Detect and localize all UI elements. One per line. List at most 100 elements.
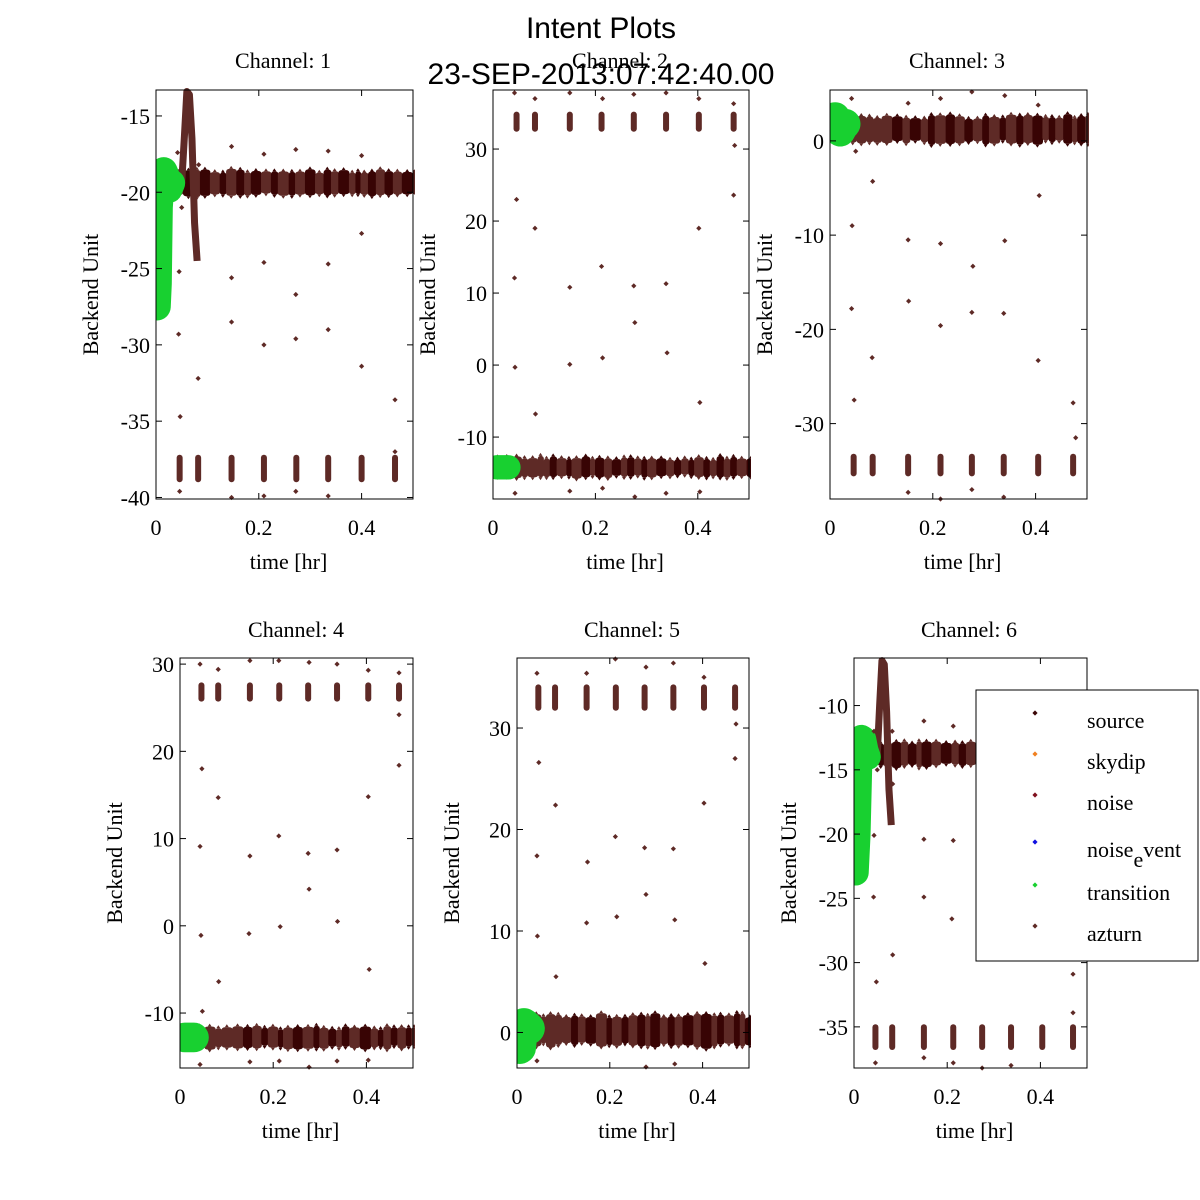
azturn-cluster [869,453,876,477]
band-spike [1035,112,1040,116]
band-spike [332,194,337,198]
band-spike [630,1012,635,1016]
azturn-cluster [552,684,559,711]
band-spike [867,113,872,117]
band-spike [399,1024,404,1028]
band-stripe-azturn [620,457,628,478]
legend-items: sourceskydipnoisenoiseeventtransitionazt… [1032,708,1181,946]
x-axis-label: time [hr] [250,549,328,574]
outlier-point [672,1061,678,1067]
x-axis-label: time [hr] [262,1118,340,1143]
outlier-point [392,449,398,455]
band-spike [544,477,549,481]
outlier-point [612,834,618,840]
azturn-cluster [850,453,857,477]
band-stripe-azturn [659,1016,669,1045]
band-stripe-source [940,743,953,764]
y-tick-label: 0 [476,353,487,378]
band-spike [724,477,729,481]
band-spike [902,765,907,769]
band-spike [566,455,571,459]
band-spike [734,1046,739,1050]
band-spike [975,115,980,119]
band-spike [224,1024,229,1028]
band-spike [341,194,346,198]
outlier-point [1002,238,1008,244]
outlier-point [643,664,649,670]
band-spike [599,1010,604,1014]
x-tick-label: 0.2 [919,515,947,540]
x-tick-label: 0.4 [353,1084,381,1109]
band-spike [1079,143,1084,147]
figure-subtitle-timestamp: 23-SEP-2013:07:42:40.00 [428,58,775,91]
outlier-point [890,952,896,958]
band-stripe-source [909,118,922,141]
outlier-point [632,494,638,500]
band-stripe-source [384,171,394,196]
band-stripe-azturn [282,1027,294,1050]
plot-area [156,88,415,501]
x-axis-label: time [hr] [586,549,664,574]
band-spike [960,740,965,744]
legend-label: azturn [1087,921,1142,946]
band-spike [362,169,367,173]
x-tick-label: 0.2 [245,515,273,540]
outlier-point [599,96,606,102]
band-stripe-azturn [397,1027,407,1049]
subplot-channel-5: 0 0.2 0.4 0 10 20 30 Channel: 5 time [hr] Backend… [439,617,751,1143]
outlier-point [937,95,944,102]
outlier-point [359,363,365,369]
band-spike [696,476,701,480]
outlier-point [672,917,678,923]
azturn-cluster [937,453,944,477]
band-spike [938,143,943,147]
band-spike [1035,144,1040,148]
band-stripe-source [521,458,529,478]
band-stripe-source [650,1013,661,1048]
band-spike [245,195,250,199]
band-spike [330,1046,335,1050]
outlier-point [614,914,620,920]
y-tick-label: -25 [121,257,150,282]
band-spike [220,169,225,173]
y-tick-label: -10 [458,425,487,450]
band-spike [953,764,958,768]
band-stripe-azturn [302,1026,315,1049]
band-spike [253,194,258,198]
y-tick-label: -40 [121,485,150,510]
transition-series [854,724,881,886]
azturn-excursion-trace [178,88,201,262]
band-spike [530,477,535,481]
band-spike [207,1049,212,1053]
outlier-point [937,241,944,247]
band-stripe-azturn [215,1028,223,1048]
band-stripe-source [717,1014,725,1045]
outlier-point [584,670,590,676]
band-spike [262,1024,267,1028]
azturn-clusters [850,453,1077,477]
band-spike [645,1012,650,1016]
y-tick-label: -35 [819,1015,848,1040]
outlier-point [567,90,573,96]
y-axis-label: Backend Unit [78,234,103,356]
band-stripe-source [688,459,695,477]
band-spike [406,1046,411,1050]
outlier-point [848,95,855,102]
band-spike [564,1043,569,1047]
plot-area [517,656,751,1070]
band-spike [355,168,360,172]
band-spike [514,478,519,482]
y-tick-label: -20 [819,822,848,847]
band-stripe-source [656,458,667,477]
azturn-cluster [305,682,312,702]
outlier-point [599,355,606,361]
band-stripe-azturn [674,1016,684,1046]
subplot-grid: 0 0.2 0.4 -40 -35 -30 -25 -20 -15 Channel: 1 time … [78,48,1089,1143]
band-stripe-source [733,1013,741,1047]
band-stripe-source [359,1026,372,1050]
x-tick-label: 0.4 [1022,515,1050,540]
band-spike [653,1010,658,1014]
legend-label-main: noise [1087,790,1133,815]
outlier-point [366,966,372,973]
band-spike [263,193,268,197]
